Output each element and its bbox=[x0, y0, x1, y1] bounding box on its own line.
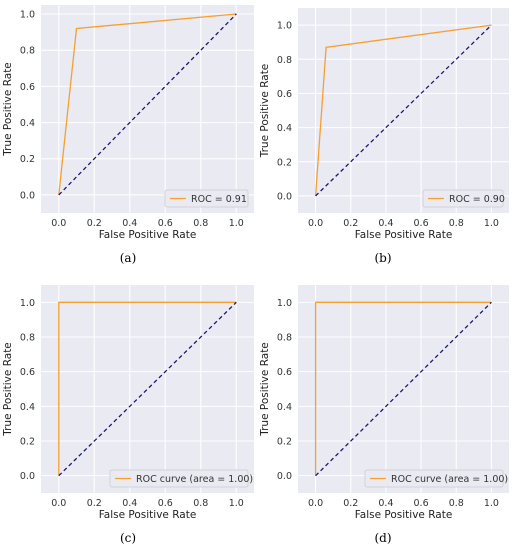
y-tick-label: 0.0 bbox=[20, 471, 35, 482]
roc-panel-d: 0.0 0.2 0.4 0.6 0.8 1.0 0.0 0.2 0.4 0.6 0.8 1.0 Fals… bbox=[259, 285, 509, 521]
x-axis-label: False Positive Rate bbox=[99, 509, 197, 521]
panel-caption-c: (c) bbox=[119, 531, 137, 545]
x-tick-label: 0.0 bbox=[51, 218, 66, 229]
panel-caption-d: (d) bbox=[374, 531, 392, 545]
legend-b: ROC = 0.90 bbox=[422, 189, 505, 208]
x-tick-label: 0.4 bbox=[122, 218, 137, 229]
legend-label: ROC curve (area = 1.00) bbox=[391, 474, 508, 485]
plot-area-c bbox=[41, 285, 254, 493]
x-tick-label: 0.2 bbox=[87, 218, 102, 229]
y-tick-label: 0.6 bbox=[20, 82, 35, 93]
x-tick-label: 0.6 bbox=[414, 498, 429, 509]
chance-diagonal-line bbox=[315, 24, 492, 197]
roc-curve-line bbox=[314, 301, 492, 476]
chance-diagonal-line bbox=[58, 13, 237, 196]
y-axis-label: True Positive Rate bbox=[2, 62, 14, 157]
y-tick-label: 0.4 bbox=[20, 118, 35, 129]
y-tick-label: 0.2 bbox=[20, 154, 35, 165]
y-tick-label: 0.6 bbox=[277, 367, 292, 378]
x-tick-label: 0.2 bbox=[343, 218, 358, 229]
x-tick-label: 0.4 bbox=[378, 218, 393, 229]
legend-label: ROC = 0.90 bbox=[449, 194, 505, 205]
roc-panel-b: 0.0 0.2 0.4 0.6 0.8 1.0 0.0 0.2 0.4 0.6 0.8 1.0 Fals… bbox=[259, 8, 509, 241]
chance-diagonal-line bbox=[315, 301, 492, 477]
roc-curve-line bbox=[58, 301, 237, 476]
y-tick-label: 1.0 bbox=[277, 21, 292, 32]
x-tick-label: 0.8 bbox=[193, 498, 208, 509]
y-tick-label: 0.0 bbox=[277, 191, 292, 202]
y-tick-label: 0.8 bbox=[20, 46, 35, 57]
x-axis-label: False Positive Rate bbox=[355, 229, 453, 241]
x-tick-label: 1.0 bbox=[229, 498, 244, 509]
plot-area-a bbox=[41, 5, 254, 213]
y-tick-label: 0.2 bbox=[277, 437, 292, 448]
x-tick-label: 0.6 bbox=[158, 218, 173, 229]
y-tick-label: 0.8 bbox=[20, 333, 35, 344]
y-tick-label: 0.0 bbox=[277, 471, 292, 482]
y-tick-label: 0.0 bbox=[20, 190, 35, 201]
roc-panel-c: 0.0 0.2 0.4 0.6 0.8 1.0 0.0 0.2 0.4 0.6 0.8 1.0 Fals… bbox=[2, 285, 254, 521]
y-tick-label: 0.8 bbox=[277, 55, 292, 66]
y-tick-label: 0.2 bbox=[20, 437, 35, 448]
x-tick-label: 1.0 bbox=[229, 218, 244, 229]
chance-diagonal-line bbox=[58, 301, 237, 477]
y-tick-label: 1.0 bbox=[277, 298, 292, 309]
x-tick-label: 0.2 bbox=[343, 498, 358, 509]
x-tick-label: 1.0 bbox=[484, 498, 499, 509]
y-tick-label: 1.0 bbox=[20, 298, 35, 309]
x-tick-label: 1.0 bbox=[484, 218, 499, 229]
x-tick-label: 0.0 bbox=[308, 218, 323, 229]
y-tick-label: 0.4 bbox=[277, 402, 292, 413]
legend-d: ROC curve (area = 1.00) bbox=[364, 469, 508, 488]
y-axis-label: True Positive Rate bbox=[2, 342, 14, 437]
legend-box bbox=[109, 469, 249, 488]
y-axis-label: True Positive Rate bbox=[259, 342, 271, 437]
x-axis-label: False Positive Rate bbox=[99, 229, 197, 241]
legend-box bbox=[364, 469, 504, 488]
panel-caption-a: (a) bbox=[119, 251, 137, 265]
x-tick-label: 0.4 bbox=[378, 498, 393, 509]
y-axis-label: True Positive Rate bbox=[259, 64, 271, 159]
x-tick-label: 0.8 bbox=[193, 218, 208, 229]
x-axis-label: False Positive Rate bbox=[355, 509, 453, 521]
x-tick-label: 0.2 bbox=[87, 498, 102, 509]
y-tick-label: 0.4 bbox=[20, 402, 35, 413]
y-tick-label: 0.2 bbox=[277, 157, 292, 168]
legend-c: ROC curve (area = 1.00) bbox=[109, 469, 253, 488]
x-tick-label: 0.6 bbox=[414, 218, 429, 229]
roc-panel-a: 0.0 0.2 0.4 0.6 0.8 1.0 0.0 0.2 0.4 0.6 0.8 1.0 Fals… bbox=[2, 5, 254, 241]
x-tick-label: 0.0 bbox=[308, 498, 323, 509]
x-tick-label: 0.4 bbox=[122, 498, 137, 509]
roc-curve-line bbox=[58, 13, 237, 195]
legend-label: ROC curve (area = 1.00) bbox=[136, 474, 253, 485]
y-tick-label: 0.8 bbox=[277, 333, 292, 344]
y-tick-label: 1.0 bbox=[20, 10, 35, 21]
legend-label: ROC = 0.91 bbox=[191, 194, 247, 205]
panel-caption-b: (b) bbox=[374, 251, 392, 265]
y-tick-label: 0.6 bbox=[277, 89, 292, 100]
legend-box bbox=[422, 189, 504, 208]
x-tick-label: 0.6 bbox=[158, 498, 173, 509]
x-tick-label: 0.8 bbox=[449, 218, 464, 229]
roc-curve-line bbox=[314, 24, 492, 196]
y-tick-label: 0.4 bbox=[277, 123, 292, 134]
x-tick-label: 0.8 bbox=[449, 498, 464, 509]
y-tick-label: 0.6 bbox=[20, 367, 35, 378]
legend-a: ROC = 0.91 bbox=[164, 189, 249, 208]
x-tick-label: 0.0 bbox=[51, 498, 66, 509]
legend-box bbox=[164, 189, 249, 208]
